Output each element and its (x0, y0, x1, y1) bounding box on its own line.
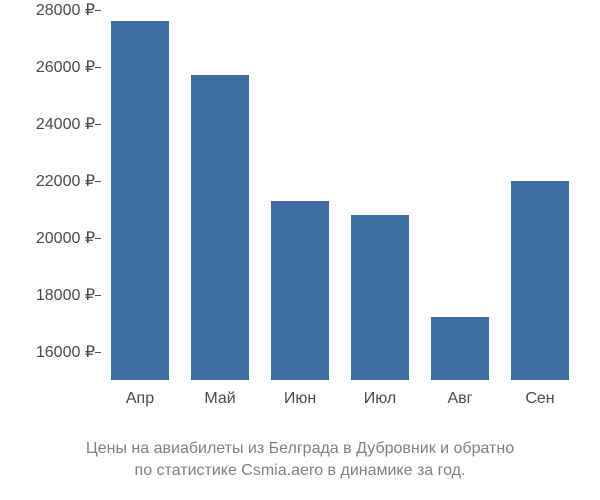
x-tick-label: Июл (364, 390, 396, 408)
bar (511, 181, 569, 380)
price-chart: 16000 ₽ 18000 ₽ 20000 ₽ 22000 ₽ 24000 ₽ 26000… (0, 0, 600, 440)
x-tick-label: Май (204, 390, 235, 408)
y-tick-label: 20000 ₽ (36, 228, 95, 248)
x-tick-label: Авг (447, 390, 472, 408)
caption-line1: Цены на авиабилеты из Белграда в Дубровн… (86, 440, 514, 457)
x-tick-label: Сен (525, 390, 554, 408)
bar (271, 201, 329, 380)
bar (351, 215, 409, 380)
caption-line2: по статистике Csmia.aero в динамике за г… (135, 462, 466, 479)
y-tick-label: 16000 ₽ (36, 342, 95, 362)
y-axis: 16000 ₽ 18000 ₽ 20000 ₽ 22000 ₽ 24000 ₽ 26000… (0, 10, 95, 380)
y-tick-label: 22000 ₽ (36, 171, 95, 191)
y-tick-label: 28000 ₽ (36, 0, 95, 20)
bar (191, 75, 249, 380)
y-tick-label: 26000 ₽ (36, 57, 95, 77)
bar (431, 317, 489, 380)
y-tick-label: 24000 ₽ (36, 114, 95, 134)
plot-area (100, 10, 580, 380)
y-tick-label: 18000 ₽ (36, 285, 95, 305)
bar (111, 21, 169, 380)
chart-caption: Цены на авиабилеты из Белграда в Дубровн… (0, 438, 600, 481)
x-tick-label: Июн (284, 390, 316, 408)
x-axis: Апр Май Июн Июл Авг Сен (100, 390, 580, 430)
x-tick-label: Апр (126, 390, 154, 408)
